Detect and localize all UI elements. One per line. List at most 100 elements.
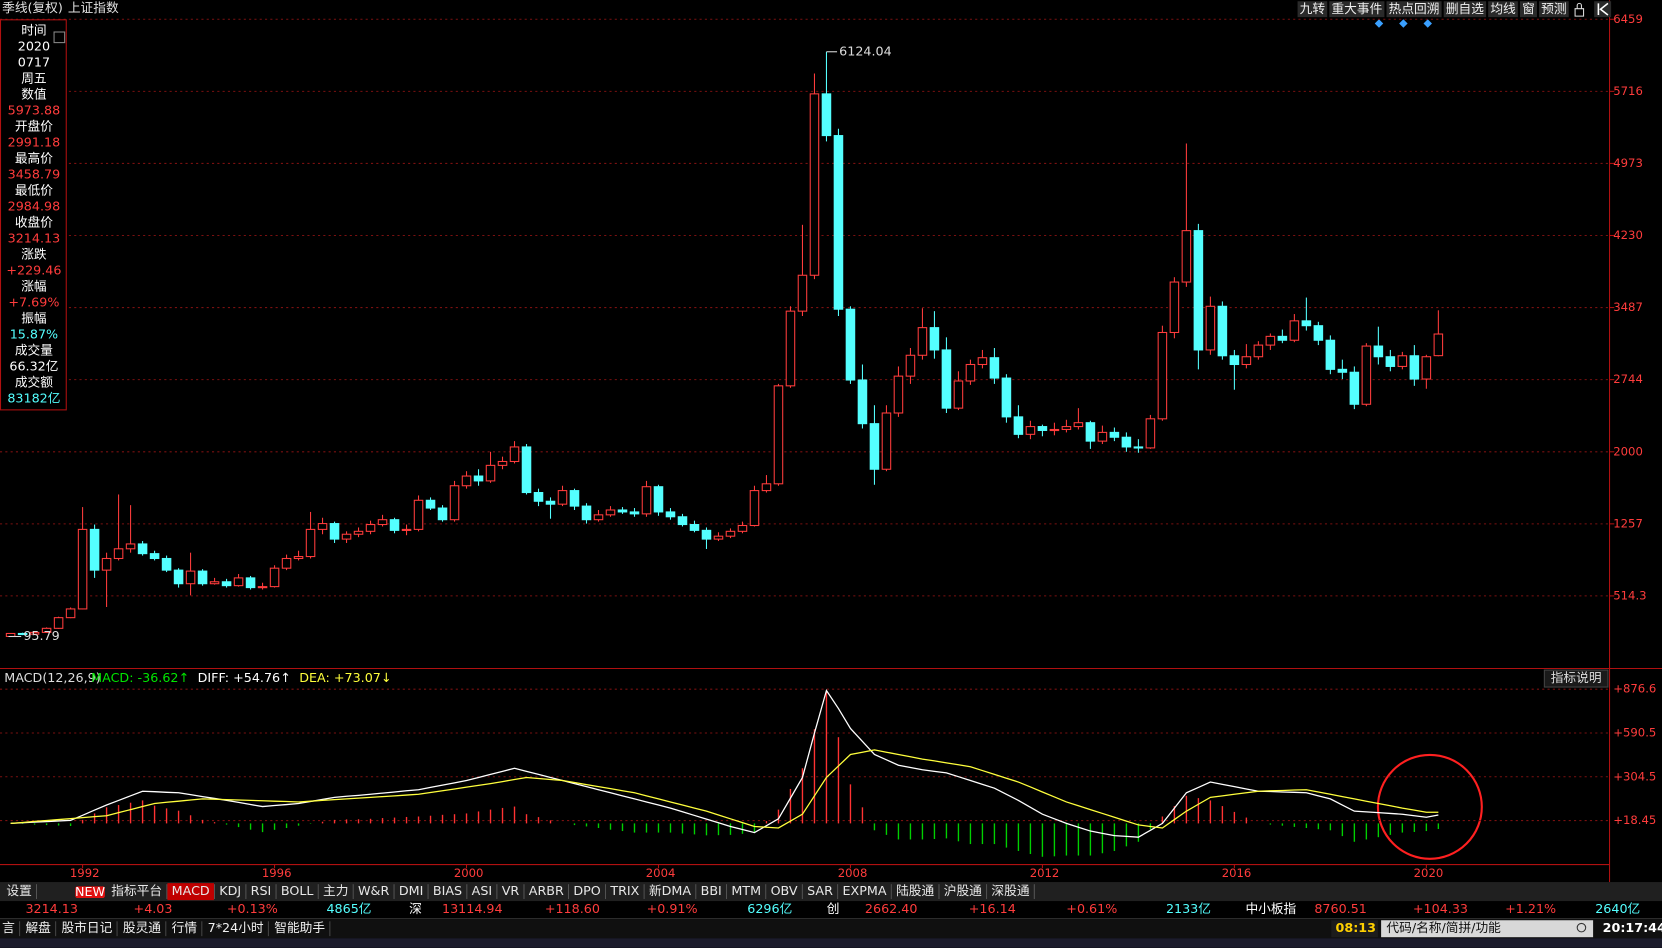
bottom-link[interactable]: 言 xyxy=(2,920,15,935)
candle-body xyxy=(845,308,856,381)
macd-line xyxy=(10,749,1439,829)
toolbar-button[interactable]: 均线 xyxy=(1488,1,1518,18)
indicator-tab[interactable]: OBV xyxy=(766,883,803,901)
candle-body xyxy=(1193,230,1204,351)
indicator-tab[interactable]: KDJ xyxy=(215,883,247,901)
status-text: +16.14 xyxy=(969,901,1016,916)
candle-body xyxy=(773,385,784,485)
close-icon xyxy=(1597,2,1609,16)
toolbar-button-bg xyxy=(1519,1,1537,18)
status-text: 3214.13 xyxy=(25,901,78,916)
candle-body xyxy=(29,631,40,635)
candle-body xyxy=(125,543,136,550)
candle-body xyxy=(1205,305,1216,351)
candle-body xyxy=(653,486,664,513)
toolbar-button[interactable]: 删自选 xyxy=(1443,1,1487,18)
candle-body xyxy=(593,514,604,521)
tab-bg xyxy=(524,883,569,901)
info-text: 3214.13 xyxy=(8,231,61,246)
indicator-tab[interactable]: DMI xyxy=(394,883,429,901)
toolbar-button[interactable]: 预测 xyxy=(1539,1,1569,18)
indicator-tab[interactable]: MACD xyxy=(167,883,216,901)
toolbar-icon[interactable] xyxy=(1594,1,1612,18)
indicator-tab[interactable]: TRIX xyxy=(606,883,645,901)
bottom-link[interactable]: 解盘 xyxy=(25,920,51,935)
lock-icon[interactable] xyxy=(1574,2,1585,17)
info-text: 收盘价 xyxy=(15,215,53,230)
bottom-link[interactable]: 行情 xyxy=(172,920,198,935)
indicator-tab[interactable]: ASI xyxy=(467,883,498,901)
indicator-tab[interactable]: 主力 xyxy=(318,883,354,901)
indicator-help-label: 指标说明 xyxy=(1551,670,1602,685)
toolbar-button[interactable]: 九转 xyxy=(1297,1,1328,18)
info-text: 最高价 xyxy=(15,150,53,165)
candle-body xyxy=(293,556,304,560)
tab-bg xyxy=(891,883,939,901)
bottom-link[interactable]: 股市日记 xyxy=(61,920,112,935)
indicator-tab[interactable]: NEW 指标平台 xyxy=(37,883,168,901)
info-text: +7.69% xyxy=(8,295,59,310)
search-box[interactable] xyxy=(1381,920,1594,938)
tab-bg xyxy=(246,883,276,901)
indicator-tab[interactable]: BBI xyxy=(696,883,728,901)
status-text: 4865亿 xyxy=(326,901,371,916)
tab-label: 设置 xyxy=(6,883,31,898)
indicator-tab[interactable]: BOLL xyxy=(276,883,319,901)
status-text: 创 xyxy=(827,901,840,916)
candle-body xyxy=(893,375,904,414)
info-close[interactable] xyxy=(53,31,66,44)
toolbar-button[interactable]: 重大事件 xyxy=(1329,1,1385,18)
candle-body xyxy=(1085,422,1096,442)
indicator-tab[interactable]: RSI xyxy=(246,883,277,901)
indicator-tab[interactable]: VR xyxy=(497,883,525,901)
indicator-tab[interactable]: W&R xyxy=(353,883,395,901)
indicator-tab[interactable]: 设置 xyxy=(2,883,38,901)
bottom-link[interactable]: 7*24小时 xyxy=(208,920,264,935)
y-tick-label: 2000 xyxy=(1613,444,1643,458)
info-text: 数值 xyxy=(21,86,47,101)
indicator-tab[interactable]: BIAS xyxy=(428,883,468,901)
candle-body xyxy=(1073,422,1084,428)
search-placeholder[interactable]: 代码/名称/简拼/功能 xyxy=(1386,920,1501,935)
toolbar-button-label: 九转 xyxy=(1300,1,1326,16)
tab-bar: 设置 NEW 指标平台 MACD KDJ RSI BOLL 主力 W&R DMI BIAS ASI VR… xyxy=(0,882,1662,902)
indicator-tab[interactable]: 深股通 xyxy=(987,883,1035,901)
indicator-tab[interactable]: 陆股通 xyxy=(891,883,940,901)
indicator-tab[interactable]: ARBR xyxy=(524,883,570,901)
info-text: 周五 xyxy=(21,70,47,85)
candle-body xyxy=(533,492,544,502)
info-text: 时间 xyxy=(21,22,46,37)
status-text: +1.21% xyxy=(1505,901,1556,916)
indicator-tab[interactable]: MTM xyxy=(727,883,767,901)
candle-body xyxy=(569,490,580,507)
indicator-tab[interactable]: 新DMA xyxy=(644,883,697,901)
indicator-help[interactable]: 指标说明 xyxy=(1543,669,1609,688)
search-icon xyxy=(1576,922,1587,933)
info-panel-bg xyxy=(0,19,67,411)
candle-body xyxy=(989,357,1000,379)
toolbar-button[interactable]: 热点回溯 xyxy=(1386,1,1442,18)
status-text: +0.13% xyxy=(227,901,278,916)
tab-label: VR xyxy=(502,883,520,898)
status-text: +118.60 xyxy=(545,901,600,916)
bottom-link[interactable]: 智能助手 xyxy=(274,920,325,935)
chart-title: 季线(复权) xyxy=(2,0,63,15)
indicator-tab[interactable]: SAR xyxy=(802,883,839,901)
indicator-help-bg xyxy=(1543,669,1609,688)
toolbar-button-bg xyxy=(1329,1,1385,18)
toolbar-button[interactable]: 窗 xyxy=(1519,1,1537,18)
indicator-tab[interactable]: DPO xyxy=(569,883,607,901)
indicator-legend: DIFF: +54.76↑ xyxy=(198,670,291,685)
candle-body xyxy=(521,446,532,494)
candle-body xyxy=(1037,426,1048,431)
bottom-link[interactable]: 股灵通 xyxy=(123,920,161,935)
status-text: 中小板指 xyxy=(1245,901,1296,916)
status-row-bg xyxy=(0,901,1662,920)
tab-bg xyxy=(2,883,37,901)
indicator-tab[interactable]: 沪股通 xyxy=(939,883,988,901)
indicator-tab[interactable]: EXPMA xyxy=(838,883,892,901)
tab-bg xyxy=(394,883,428,901)
candle-body xyxy=(1241,356,1252,366)
info-text: 开盘价 xyxy=(15,118,53,133)
candle-body xyxy=(221,581,232,587)
